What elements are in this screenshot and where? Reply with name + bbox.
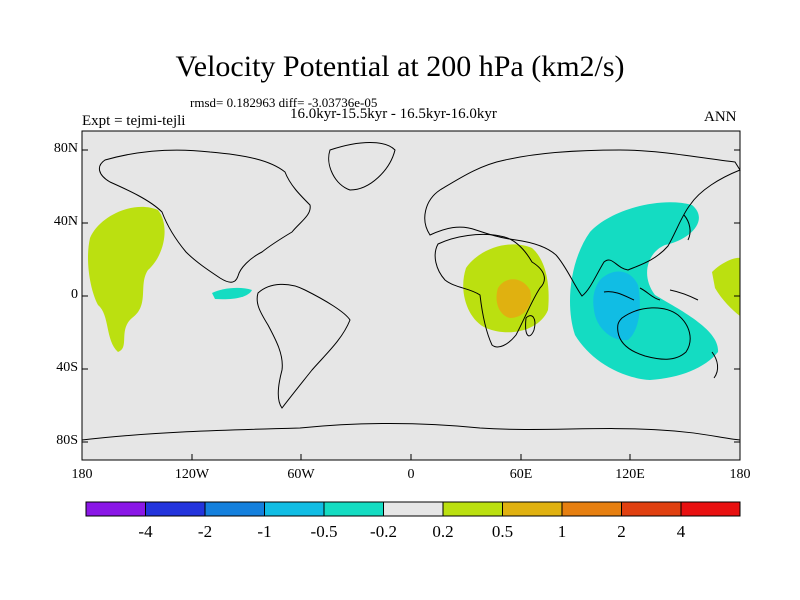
colorbar-box-4 [323,501,384,517]
ytick-label-40s: 40S [56,360,78,375]
period-label: 16.0kyr-15.5kyr - 16.5kyr-16.0kyr [290,106,497,122]
anomaly-pacific-positive [87,206,165,352]
ytick-label-0: 0 [71,287,78,302]
ytick-label-40n: 40N [53,214,78,229]
anomaly-maritime-continent-core-negative [593,271,640,341]
coastline-indonesia [603,287,699,301]
xtick-label-180e: 180 [729,467,751,482]
xtick-label-60e: 60E [509,467,533,482]
axis-ticks [82,149,740,460]
coastline-madagascar [525,315,536,337]
colorbar-box-5 [383,501,444,517]
ytick-label-80n: 80N [53,141,78,156]
colorbar-box-3 [264,501,325,517]
coastline-antarctica [81,423,741,441]
colorbar-label-6: 0.5 [491,522,514,541]
colorbar-label-0: -4 [138,522,153,541]
colorbar-box-6 [442,501,503,517]
coastlines [81,142,741,441]
colorbar [85,501,741,517]
coastline-new-zealand [711,351,719,379]
coastline-eurasia [424,149,741,297]
xtick-label-120w: 120W [174,467,210,482]
colorbar-box-8 [561,501,622,517]
anomaly-africa-core-positive [496,279,531,318]
colorbar-label-7: 1 [557,522,567,541]
xtick-label-60w: 60W [287,467,315,482]
coastline-north-america [98,149,311,283]
colorbar-label-8: 2 [617,522,626,541]
colorbar-box-0 [85,501,146,517]
xtick-label-0: 0 [407,467,415,482]
chart-title: Velocity Potential at 200 hPa (km2/s) [175,50,625,83]
coastline-africa [434,233,545,348]
coastline-greenland [328,142,396,191]
season-label: ANN [704,109,737,125]
anomaly-maritime-continent-negative [570,202,719,380]
stats-text: rmsd= 0.182963 diff= -3.03736e-05 [190,95,378,110]
xtick-label-180w: 180 [71,467,93,482]
xtick-label-120e: 120E [615,467,645,482]
ytick-label-80s: 80S [56,433,78,448]
colorbar-label-2: -1 [257,522,272,541]
coastline-south-america [256,283,351,409]
colorbar-box-7 [502,501,563,517]
colorbar-label-9: 4 [676,522,686,541]
colorbar-label-3: -0.5 [310,522,338,541]
colorbar-box-10 [680,501,741,517]
colorbar-label-4: -0.2 [370,522,397,541]
anomaly-central-pacific-positive [712,257,740,316]
experiment-label: Expt = tejmi-tejli [82,113,186,129]
colorbar-box-9 [621,501,682,517]
anomaly-fields [87,202,740,380]
colorbar-box-1 [145,501,206,517]
anomaly-east-pacific-negative [212,287,252,300]
colorbar-label-1: -2 [197,522,213,541]
coastline-australia [617,307,691,360]
colorbar-label-5: 0.2 [432,522,454,541]
colorbar-box-2 [204,501,265,517]
coastline-japan [683,214,691,241]
